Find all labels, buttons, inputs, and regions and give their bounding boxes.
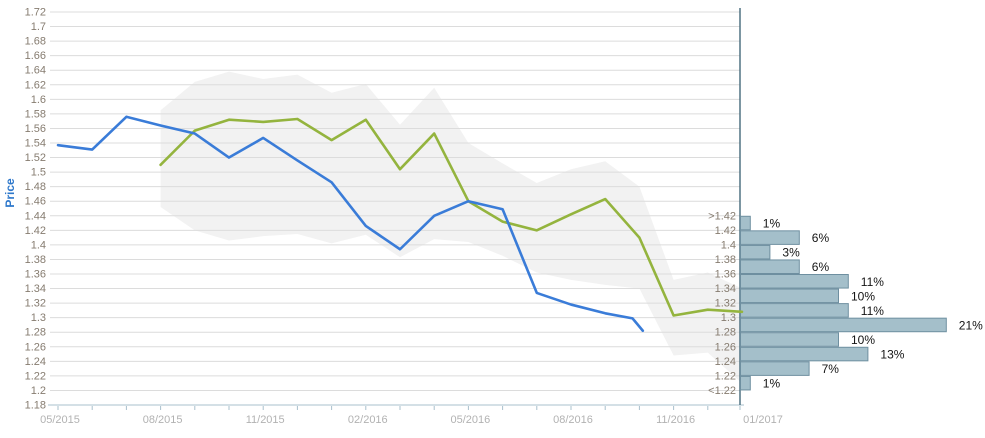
y-axis-tick-label: 1.44 [25, 210, 46, 222]
histogram-bar[interactable] [740, 215, 751, 231]
y-axis-tick-label: 1.4 [31, 239, 46, 251]
y-axis-tick-label: 1.28 [25, 327, 46, 339]
histogram-bar-value: 6% [812, 260, 830, 274]
histogram-bin-label: >1.42 [708, 210, 736, 222]
histogram-bar[interactable] [740, 361, 810, 376]
histogram-bar[interactable] [740, 375, 751, 391]
y-axis-tick-label: 1.6 [31, 94, 46, 106]
histogram-bin-label: 1.4 [721, 239, 736, 251]
y-axis-tick-label: 1.32 [25, 298, 46, 310]
y-axis-tick-label: 1.64 [25, 65, 46, 77]
histogram-bin-label: 1.24 [715, 356, 736, 368]
y-axis-tick-label: 1.2 [31, 385, 46, 397]
histogram-bar[interactable] [740, 230, 800, 245]
histogram-bin-label: <1.22 [708, 385, 736, 397]
histogram-bin-label: 1.26 [715, 341, 736, 353]
y-axis-tick-label: 1.24 [25, 356, 46, 368]
histogram-bin-label: 1.42 [715, 225, 736, 237]
histogram-bar[interactable] [740, 244, 771, 260]
histogram-bar-value: 1% [763, 217, 781, 231]
x-axis-tick-label: 08/2015 [143, 414, 183, 426]
histogram-bar[interactable] [740, 274, 849, 289]
y-axis-tick-label: 1.68 [25, 36, 46, 48]
histogram-bar-value: 10% [851, 333, 875, 347]
histogram-bin-label: 1.36 [715, 269, 736, 281]
forecast-price-line[interactable] [159, 117, 744, 317]
y-axis-tick-label: 1.34 [25, 283, 46, 295]
x-axis-tick-label: 05/2016 [451, 414, 491, 426]
y-axis-tick-label: 1.52 [25, 152, 46, 164]
y-axis-tick-label: 1.7 [31, 21, 46, 33]
histogram-bar[interactable] [740, 346, 869, 362]
x-axis-tick-label: 11/2015 [246, 414, 285, 426]
y-axis-tick-label: 1.58 [25, 108, 46, 120]
y-axis-tick-label: 1.62 [25, 79, 46, 91]
x-axis-tick-label: 11/2016 [656, 414, 695, 426]
y-axis-tick-label: 1.54 [25, 138, 46, 150]
y-axis-tick-label: 1.66 [25, 50, 46, 62]
histogram-bar-value: 21% [959, 318, 983, 332]
x-axis-tick-label: 08/2016 [553, 414, 593, 426]
histogram-bar-value: 11% [861, 304, 884, 318]
histogram-bar[interactable] [740, 288, 839, 304]
histogram-bin-label: 1.32 [715, 298, 736, 310]
histogram-bar-value: 10% [851, 289, 875, 303]
x-axis-tick-label: 05/2015 [40, 414, 80, 426]
histogram-bar-value: 11% [861, 275, 884, 289]
y-axis-tick-label: 1.5 [31, 167, 46, 179]
histogram-bin-label: 1.3 [721, 312, 736, 324]
confidence-band [160, 71, 743, 384]
y-axis-tick-label: 1.3 [31, 312, 46, 324]
histogram-bar[interactable] [740, 259, 800, 275]
y-axis-tick-label: 1.48 [25, 181, 46, 193]
histogram-bar[interactable] [740, 317, 947, 333]
y-axis-tick-label: 1.72 [25, 7, 46, 19]
histogram-bar-value: 13% [880, 348, 904, 362]
y-axis-tick-label: 1.22 [25, 370, 46, 382]
y-axis-tick-label: 1.18 [25, 400, 46, 412]
y-axis-tick-label: 1.26 [25, 341, 46, 353]
histogram-bar-value: 3% [782, 246, 800, 260]
y-axis-tick-label: 1.38 [25, 254, 46, 266]
histogram-date-label: 01/2017 [743, 414, 783, 426]
histogram-bar[interactable] [740, 303, 849, 318]
histogram-bin-label: 1.34 [715, 283, 736, 295]
x-axis-tick-label: 02/2016 [348, 414, 388, 426]
y-axis-tick-label: 1.42 [25, 225, 46, 237]
y-axis-tick-label: 1.56 [25, 123, 46, 135]
histogram-bar[interactable] [740, 332, 839, 347]
histogram-bin-label: 1.38 [715, 254, 736, 266]
y-axis-tick-label: 1.36 [25, 269, 46, 281]
actual-price-line[interactable] [56, 115, 645, 333]
histogram-bar-value: 1% [763, 377, 781, 391]
histogram-bin-label: 1.28 [715, 327, 736, 339]
y-axis-tick-label: 1.46 [25, 196, 46, 208]
histogram-bin-label: 1.22 [715, 370, 736, 382]
histogram-bar-value: 7% [822, 362, 840, 376]
histogram-bar-value: 6% [812, 231, 830, 245]
